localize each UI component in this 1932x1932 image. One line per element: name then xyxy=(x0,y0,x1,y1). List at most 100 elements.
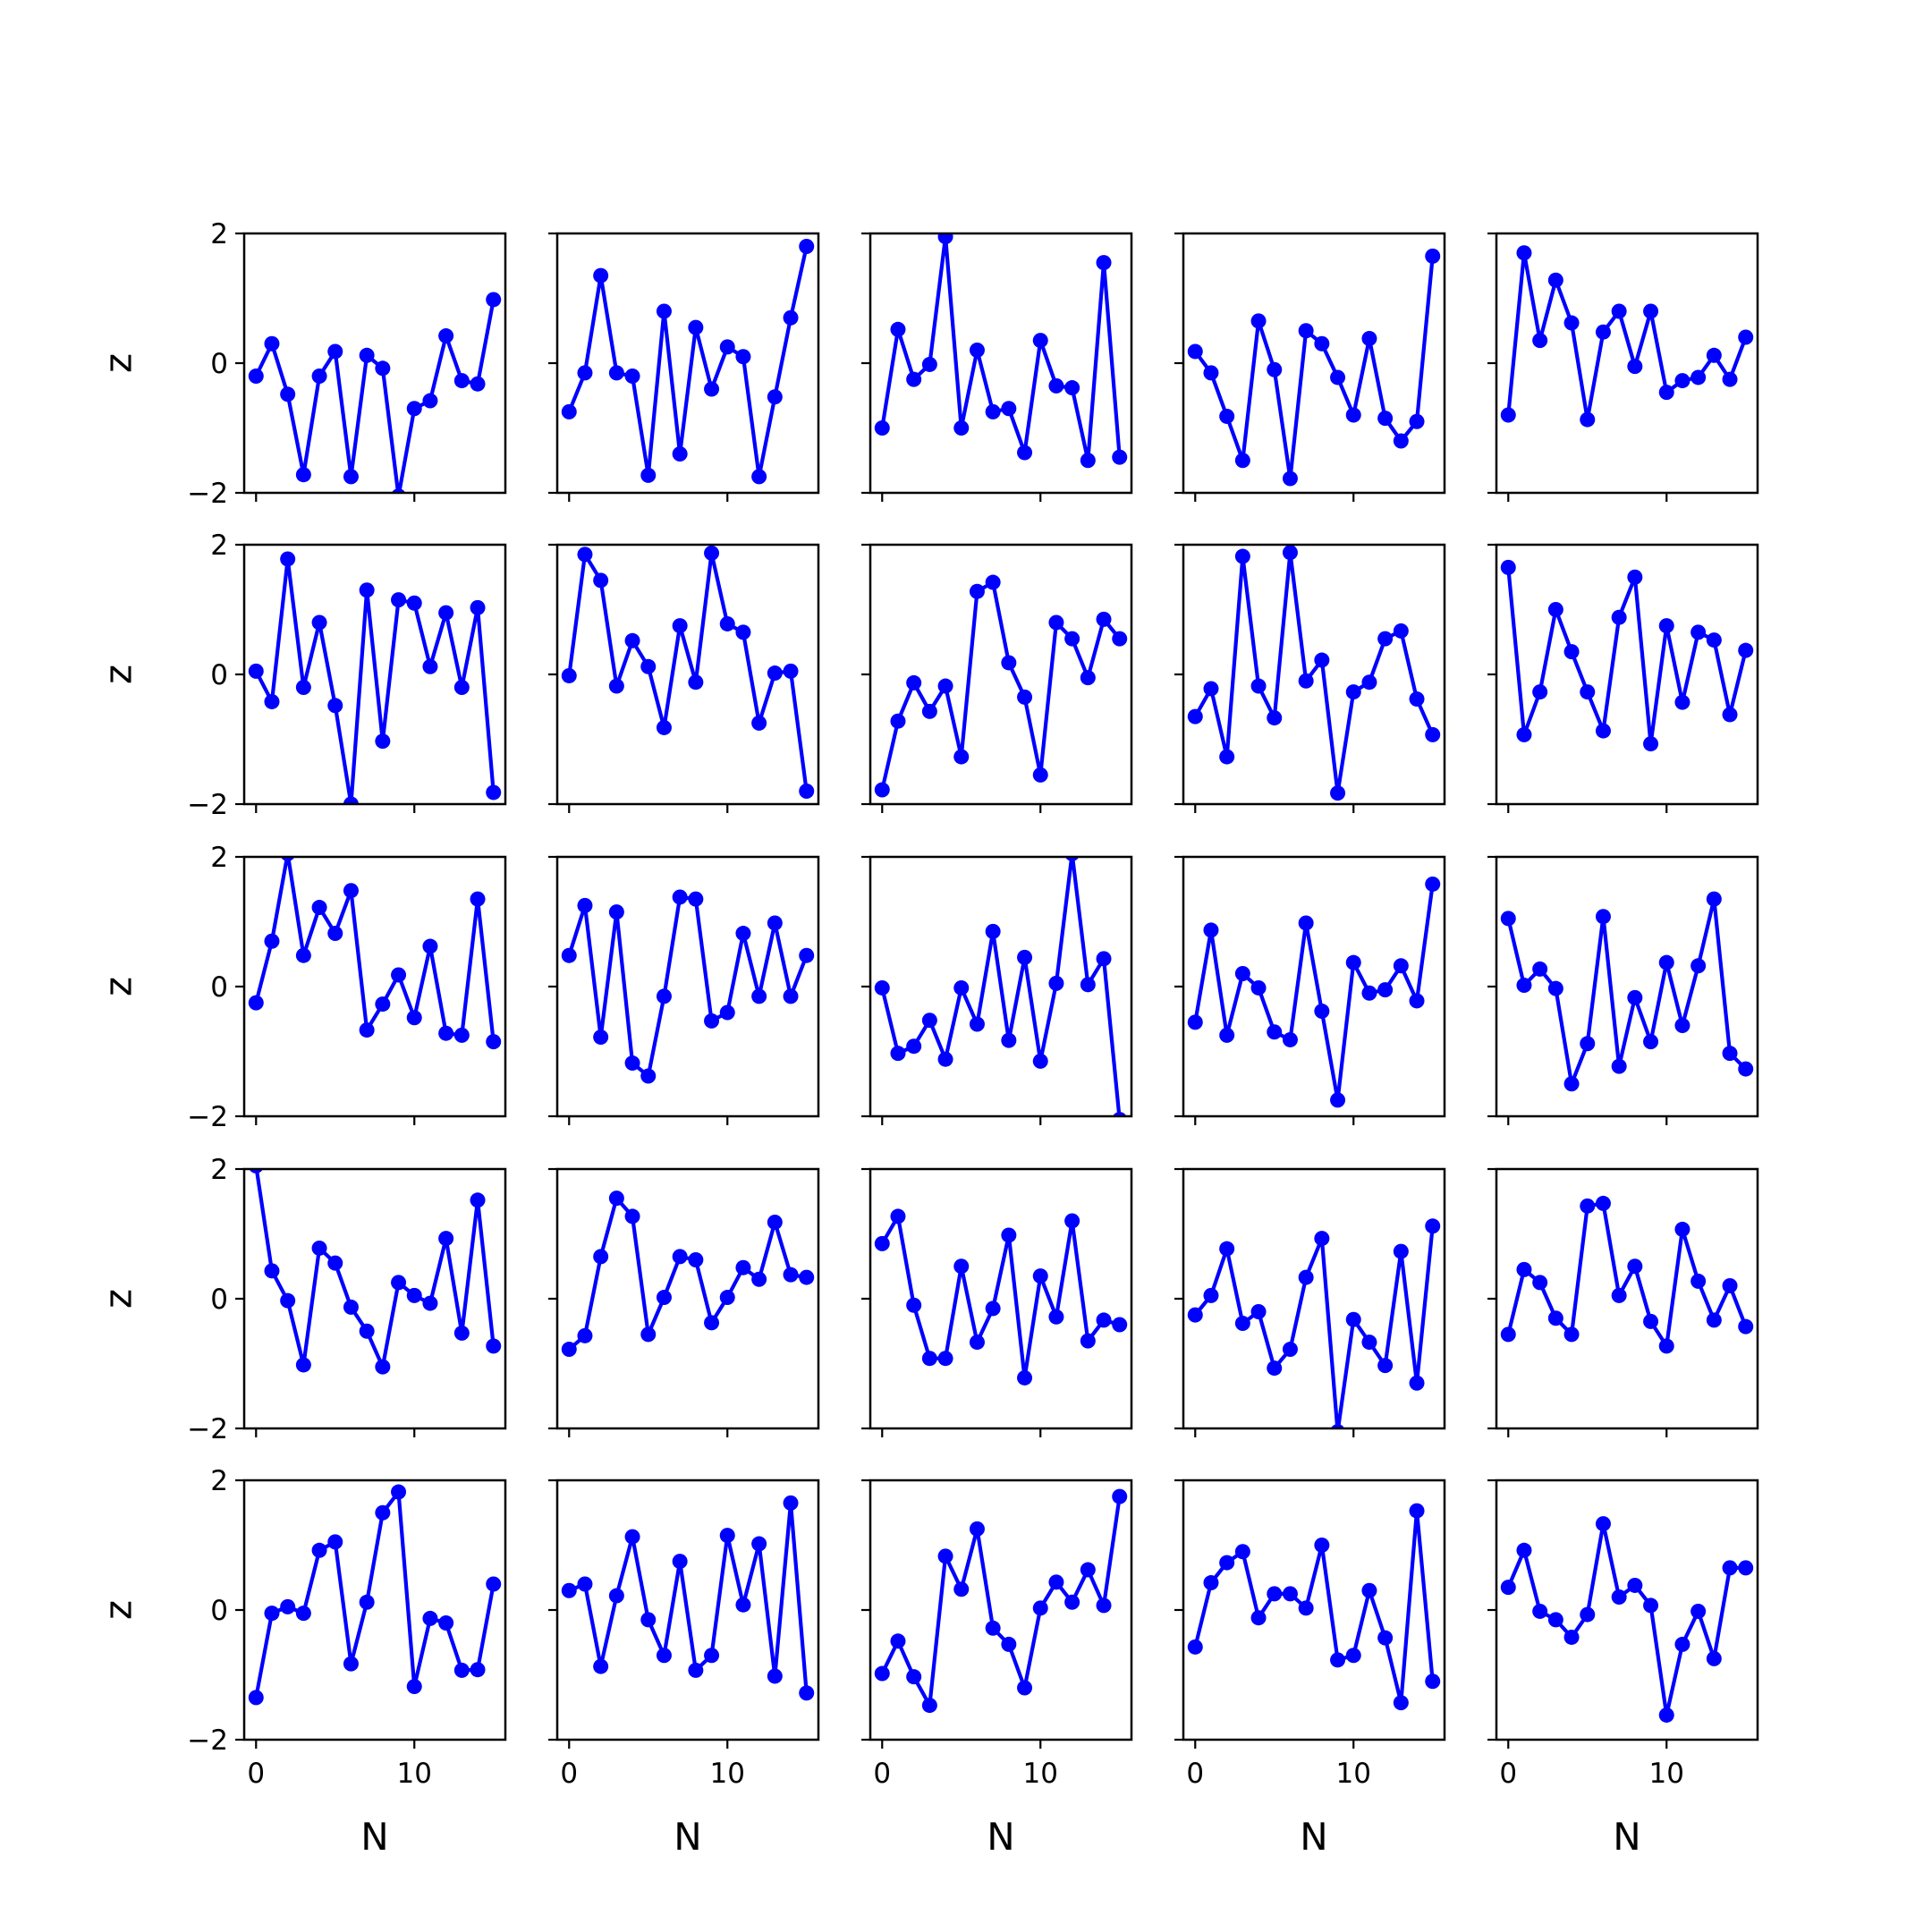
data-point xyxy=(1361,674,1377,691)
data-point xyxy=(1658,385,1674,401)
data-point xyxy=(438,1025,454,1041)
data-point xyxy=(1314,1004,1330,1020)
data-point xyxy=(1532,961,1548,977)
data-point xyxy=(453,1027,470,1043)
data-point xyxy=(751,469,767,485)
data-point xyxy=(1377,631,1394,647)
data-point xyxy=(391,1275,407,1291)
data-point xyxy=(1690,1273,1707,1289)
data-point xyxy=(751,715,767,731)
data-point xyxy=(1547,272,1563,288)
subplot-r1-c4 xyxy=(1174,232,1446,502)
data-point xyxy=(486,1034,502,1050)
data-point xyxy=(1611,1589,1627,1605)
data-point xyxy=(1722,1046,1738,1062)
data-point xyxy=(1282,1031,1298,1047)
data-point xyxy=(1595,723,1611,739)
data-point xyxy=(704,545,720,561)
data-point xyxy=(969,1335,985,1351)
subplot-r3-c2 xyxy=(548,855,820,1125)
series-line xyxy=(1193,1508,1435,1705)
data-point xyxy=(1377,982,1394,998)
series-line xyxy=(567,894,809,1079)
data-point xyxy=(1064,1213,1080,1229)
series-group xyxy=(874,233,1128,469)
data-point xyxy=(1611,303,1627,319)
series-group xyxy=(248,1484,502,1706)
series-line xyxy=(1506,1521,1746,1717)
data-point xyxy=(1500,1326,1516,1343)
x-tick-label: 10 xyxy=(1336,1758,1371,1790)
data-point xyxy=(906,674,922,691)
data-point xyxy=(1500,559,1516,575)
data-point xyxy=(343,469,359,485)
data-point xyxy=(1096,951,1112,967)
data-point xyxy=(1643,1034,1659,1050)
series-line xyxy=(1193,1225,1435,1428)
data-point xyxy=(1425,1674,1441,1690)
data-point xyxy=(1393,1243,1409,1259)
data-point xyxy=(1643,1313,1659,1329)
data-point xyxy=(280,551,296,567)
data-point xyxy=(453,373,470,389)
data-point xyxy=(1722,1560,1738,1576)
data-point xyxy=(874,1235,890,1251)
data-point xyxy=(1674,1636,1690,1652)
data-point xyxy=(577,365,593,381)
data-point xyxy=(593,572,609,589)
data-point xyxy=(1267,710,1283,726)
data-point xyxy=(1187,343,1203,360)
data-point xyxy=(280,386,296,402)
subplot-r2-c2 xyxy=(548,543,820,813)
data-point xyxy=(735,349,751,365)
y-axis-label: z xyxy=(97,977,140,996)
data-point xyxy=(280,1598,296,1614)
series-group xyxy=(561,239,815,485)
data-point xyxy=(1627,569,1643,585)
data-point xyxy=(953,420,970,436)
data-point xyxy=(799,1269,815,1285)
data-point xyxy=(264,1263,280,1279)
data-point xyxy=(1580,1606,1596,1623)
data-point xyxy=(1330,1652,1346,1668)
data-point xyxy=(985,403,1001,419)
data-point xyxy=(672,1249,688,1265)
data-point xyxy=(1690,369,1707,386)
y-tick-label: 2 xyxy=(210,530,228,562)
data-point xyxy=(1722,1278,1738,1293)
data-point xyxy=(1425,876,1441,892)
data-point xyxy=(375,733,391,750)
data-point xyxy=(577,897,593,913)
data-point xyxy=(1187,708,1203,724)
data-point xyxy=(1516,1542,1532,1558)
data-point xyxy=(890,713,906,729)
data-point xyxy=(486,784,502,801)
data-point xyxy=(593,1030,609,1046)
series-line xyxy=(1193,884,1435,1102)
data-point xyxy=(1298,915,1314,931)
data-point xyxy=(359,1323,375,1339)
data-point xyxy=(1674,1221,1690,1237)
axes-frame xyxy=(1495,543,1759,806)
data-point xyxy=(343,796,359,804)
subplot-r5-c3: 0 10 N xyxy=(861,1479,1133,1859)
data-point xyxy=(1611,609,1627,625)
series-line xyxy=(567,551,809,792)
data-point xyxy=(1001,1227,1017,1243)
data-point xyxy=(1500,1580,1516,1596)
data-point xyxy=(1282,545,1298,561)
data-point xyxy=(486,1576,502,1592)
data-point xyxy=(375,1359,391,1375)
data-point xyxy=(656,988,672,1004)
data-point xyxy=(783,1267,799,1283)
data-point xyxy=(593,1249,609,1265)
data-point xyxy=(1500,911,1516,927)
data-point xyxy=(656,1648,672,1664)
data-point xyxy=(688,674,704,691)
data-point xyxy=(921,356,937,372)
data-point xyxy=(1595,324,1611,340)
data-point xyxy=(1032,333,1048,349)
data-point xyxy=(783,663,799,679)
data-point xyxy=(343,883,359,899)
